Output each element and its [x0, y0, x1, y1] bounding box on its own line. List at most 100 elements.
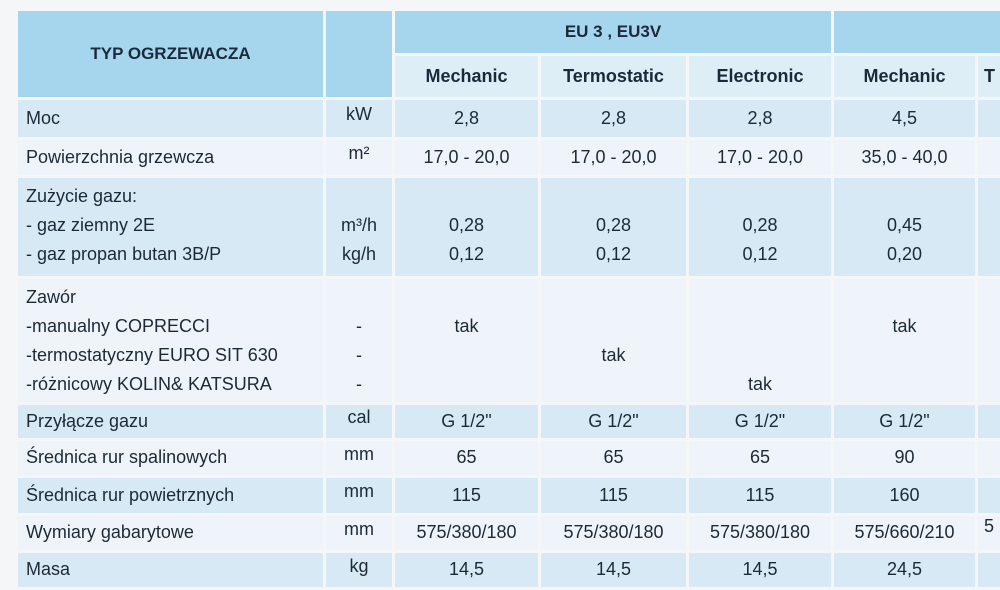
row-value-line: G 1/2" — [734, 410, 786, 431]
row-value-line: 160 — [889, 484, 920, 505]
row-value: 160 — [834, 478, 975, 513]
row-label: Powierzchnia grzewcza — [18, 140, 323, 175]
row-value: 65 — [541, 441, 686, 475]
row-value: 14,5 — [689, 553, 831, 587]
row-unit-line: - — [356, 316, 362, 336]
row-value: 0,45 0,20 — [834, 178, 975, 276]
row-value-line: 115 — [452, 484, 481, 505]
row-label-line: Przyłącze gazu — [26, 410, 149, 431]
row-value: G 1/2" — [689, 405, 831, 438]
row-value: tak — [541, 279, 686, 402]
row-unit-line: m³/h — [341, 215, 377, 235]
row-unit: kg — [326, 553, 392, 587]
row-value-line: G 1/2" — [588, 410, 639, 431]
row-unit-line: mm — [344, 518, 374, 539]
row-value-line: tak — [454, 316, 479, 336]
row-unit: mm — [326, 516, 392, 550]
row-value: tak — [395, 279, 538, 402]
row-unit-line: kg — [349, 555, 369, 576]
row-value: 90 — [834, 441, 975, 475]
row-value: 17,0 - 20,0 — [541, 140, 686, 175]
row-unit-line: m² — [348, 143, 370, 163]
row-value-line: G 1/2" — [441, 410, 492, 431]
row-label: Zużycie gazu: - gaz ziemny 2E - gaz propan… — [18, 178, 323, 276]
row-label: Wymiary gabarytowe — [18, 516, 323, 550]
row-value: tak — [689, 279, 831, 402]
row-label-line: - gaz propan butan 3B/P — [26, 244, 222, 264]
row-unit: mm — [326, 478, 392, 513]
row-value: G 1/2" — [834, 405, 975, 438]
row-unit-line: - — [356, 345, 362, 365]
row-value: 575/380/180 — [541, 516, 686, 550]
row-label-line: Zawór — [26, 287, 77, 307]
row-value — [978, 405, 1000, 438]
row-value: 65 — [689, 441, 831, 475]
header-group-eu3: EU 3 , EU3V — [395, 11, 831, 53]
row-value: 24,5 — [834, 553, 975, 587]
row-value: G 1/2" — [541, 405, 686, 438]
row-value-line: 575/660/210 — [854, 522, 955, 543]
row-value: 2,8 — [541, 100, 686, 137]
row-unit-line: - — [356, 374, 362, 394]
row-value — [978, 140, 1000, 175]
row-value-line: 115 — [745, 484, 775, 505]
row-label-line: - gaz ziemny 2E — [26, 215, 156, 235]
row-value: 4,5 — [834, 100, 975, 137]
row-value: 17,0 - 20,0 — [395, 140, 538, 175]
row-value-line: 90 — [894, 447, 915, 468]
row-value: 5 — [978, 516, 1000, 550]
row-unit-line: mm — [344, 443, 374, 464]
row-value-line: 14,5 — [448, 559, 485, 580]
row-value-line: 0,45 — [886, 215, 923, 235]
row-value-line: 575/380/180 — [709, 522, 811, 543]
row-value: tak — [834, 279, 975, 402]
row-value-line: 17,0 - 20,0 — [716, 146, 804, 167]
row-label-line: Średnica rur powietrznych — [26, 484, 235, 505]
row-value-line: 24,5 — [886, 559, 923, 580]
row-unit: cal — [326, 405, 392, 438]
row-label-line: -termostatyczny EURO SIT 630 — [26, 345, 278, 365]
row-label-line: Średnica rur spalinowych — [26, 447, 228, 468]
row-label-line: Powierzchnia grzewcza — [26, 146, 215, 167]
row-value: 2,8 — [689, 100, 831, 137]
row-value: 115 — [541, 478, 686, 513]
row-value-line: 17,0 - 20,0 — [423, 146, 510, 167]
row-unit-line: kg/h — [341, 244, 377, 264]
row-label: Średnica rur powietrznych — [18, 478, 323, 513]
row-value-line: 0,28 — [595, 215, 632, 235]
row-value-line: 5 — [984, 516, 995, 536]
row-value: 65 — [395, 441, 538, 475]
row-value: G 1/2" — [395, 405, 538, 438]
row-value: 0,28 0,12 — [541, 178, 686, 276]
row-value: 14,5 — [541, 553, 686, 587]
row-value: 2,8 — [395, 100, 538, 137]
row-value-line: 65 — [603, 447, 624, 468]
row-value — [978, 100, 1000, 137]
row-value-line: 2,8 — [600, 107, 627, 128]
row-value-line: 0,20 — [886, 244, 923, 264]
row-unit-line: kW — [346, 104, 372, 124]
row-unit: mm — [326, 441, 392, 475]
row-label-line: Zużycie gazu: — [26, 186, 138, 206]
header-group-next — [834, 11, 1000, 53]
row-value-line: 14,5 — [595, 559, 632, 580]
row-label: Średnica rur spalinowych — [18, 441, 323, 475]
row-value — [978, 478, 1000, 513]
row-value-line: 0,28 — [448, 215, 485, 235]
row-value-line: 2,8 — [453, 107, 480, 128]
row-value: 17,0 - 20,0 — [689, 140, 831, 175]
row-value — [978, 178, 1000, 276]
row-value-line: 35,0 - 40,0 — [861, 146, 948, 167]
row-label-line: Moc — [26, 107, 61, 128]
row-value — [978, 553, 1000, 587]
row-value — [978, 441, 1000, 475]
row-value-line: 115 — [599, 484, 628, 505]
header-heater-type: TYP OGRZEWACZA — [18, 11, 323, 97]
row-label-line: Masa — [26, 559, 71, 580]
row-unit-line: mm — [344, 481, 374, 501]
row-label-line: -różnicowy KOLIN& KATSURA — [26, 374, 272, 394]
row-unit: m² — [326, 140, 392, 175]
row-value-line: G 1/2" — [879, 410, 930, 431]
row-label-line: -manualny COPRECCI — [26, 316, 211, 336]
